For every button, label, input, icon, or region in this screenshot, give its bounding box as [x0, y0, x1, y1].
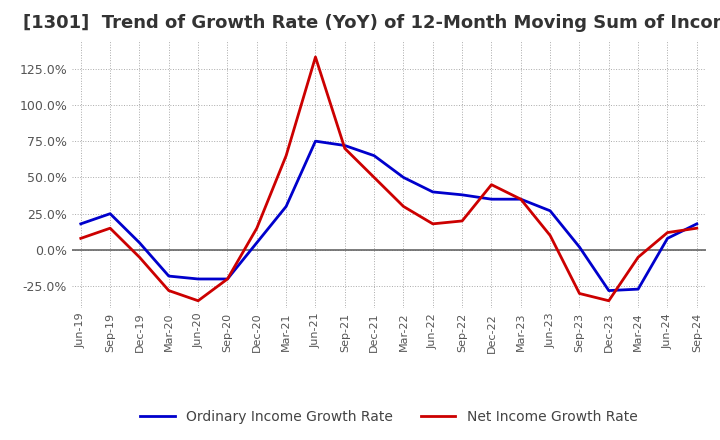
Ordinary Income Growth Rate: [370, 153, 379, 158]
Net Income Growth Rate: [223, 276, 232, 282]
Net Income Growth Rate: [575, 291, 584, 296]
Net Income Growth Rate: [341, 146, 349, 151]
Ordinary Income Growth Rate: [663, 236, 672, 241]
Net Income Growth Rate: [605, 298, 613, 304]
Net Income Growth Rate: [311, 55, 320, 60]
Net Income Growth Rate: [370, 175, 379, 180]
Line: Net Income Growth Rate: Net Income Growth Rate: [81, 57, 697, 301]
Ordinary Income Growth Rate: [693, 221, 701, 227]
Net Income Growth Rate: [663, 230, 672, 235]
Net Income Growth Rate: [164, 288, 173, 293]
Legend: Ordinary Income Growth Rate, Net Income Growth Rate: Ordinary Income Growth Rate, Net Income …: [135, 405, 643, 430]
Ordinary Income Growth Rate: [282, 204, 290, 209]
Net Income Growth Rate: [428, 221, 437, 227]
Net Income Growth Rate: [487, 182, 496, 187]
Ordinary Income Growth Rate: [399, 175, 408, 180]
Ordinary Income Growth Rate: [487, 197, 496, 202]
Net Income Growth Rate: [458, 218, 467, 224]
Line: Ordinary Income Growth Rate: Ordinary Income Growth Rate: [81, 141, 697, 290]
Net Income Growth Rate: [253, 226, 261, 231]
Ordinary Income Growth Rate: [546, 208, 554, 213]
Net Income Growth Rate: [399, 204, 408, 209]
Ordinary Income Growth Rate: [516, 197, 525, 202]
Ordinary Income Growth Rate: [253, 240, 261, 246]
Ordinary Income Growth Rate: [194, 276, 202, 282]
Ordinary Income Growth Rate: [634, 286, 642, 292]
Net Income Growth Rate: [194, 298, 202, 304]
Net Income Growth Rate: [546, 233, 554, 238]
Ordinary Income Growth Rate: [341, 143, 349, 148]
Ordinary Income Growth Rate: [223, 276, 232, 282]
Ordinary Income Growth Rate: [605, 288, 613, 293]
Net Income Growth Rate: [693, 226, 701, 231]
Net Income Growth Rate: [282, 153, 290, 158]
Net Income Growth Rate: [516, 197, 525, 202]
Ordinary Income Growth Rate: [458, 192, 467, 198]
Ordinary Income Growth Rate: [135, 240, 144, 246]
Net Income Growth Rate: [76, 236, 85, 241]
Ordinary Income Growth Rate: [164, 273, 173, 279]
Net Income Growth Rate: [135, 255, 144, 260]
Ordinary Income Growth Rate: [311, 139, 320, 144]
Net Income Growth Rate: [106, 226, 114, 231]
Ordinary Income Growth Rate: [428, 189, 437, 194]
Net Income Growth Rate: [634, 255, 642, 260]
Title: [1301]  Trend of Growth Rate (YoY) of 12-Month Moving Sum of Incomes: [1301] Trend of Growth Rate (YoY) of 12-…: [23, 15, 720, 33]
Ordinary Income Growth Rate: [575, 245, 584, 250]
Ordinary Income Growth Rate: [76, 221, 85, 227]
Ordinary Income Growth Rate: [106, 211, 114, 216]
